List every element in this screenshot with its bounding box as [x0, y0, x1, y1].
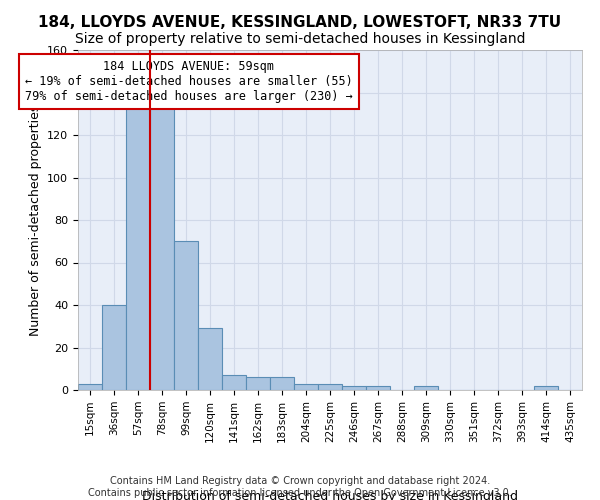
- X-axis label: Distribution of semi-detached houses by size in Kessingland: Distribution of semi-detached houses by …: [142, 490, 518, 500]
- Bar: [222, 375, 246, 390]
- Bar: [246, 377, 270, 390]
- Bar: [102, 305, 126, 390]
- Bar: [78, 384, 102, 390]
- Bar: [534, 386, 558, 390]
- Bar: [294, 384, 318, 390]
- Bar: [342, 386, 366, 390]
- Bar: [126, 106, 150, 390]
- Text: 184, LLOYDS AVENUE, KESSINGLAND, LOWESTOFT, NR33 7TU: 184, LLOYDS AVENUE, KESSINGLAND, LOWESTO…: [38, 15, 562, 30]
- Bar: [150, 106, 174, 390]
- Text: Size of property relative to semi-detached houses in Kessingland: Size of property relative to semi-detach…: [75, 32, 525, 46]
- Bar: [414, 386, 438, 390]
- Bar: [318, 384, 342, 390]
- Text: Contains HM Land Registry data © Crown copyright and database right 2024.
Contai: Contains HM Land Registry data © Crown c…: [88, 476, 512, 498]
- Bar: [198, 328, 222, 390]
- Y-axis label: Number of semi-detached properties: Number of semi-detached properties: [29, 104, 41, 336]
- Bar: [174, 242, 198, 390]
- Bar: [270, 377, 294, 390]
- Bar: [366, 386, 390, 390]
- Text: 184 LLOYDS AVENUE: 59sqm
← 19% of semi-detached houses are smaller (55)
79% of s: 184 LLOYDS AVENUE: 59sqm ← 19% of semi-d…: [25, 60, 353, 103]
